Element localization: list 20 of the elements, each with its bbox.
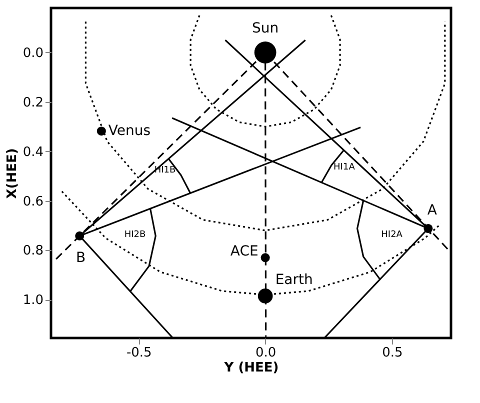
y-tick-label: 0.6 (22, 194, 44, 210)
y-tick-label: 0.8 (22, 244, 44, 259)
y-tick-label: 1.0 (22, 293, 44, 308)
annotation: HI1A (334, 162, 356, 172)
series-label: ACE (230, 244, 258, 260)
series-label: Venus (108, 123, 151, 140)
x-tick-label: 0.0 (255, 346, 276, 360)
series-label: Earth (275, 272, 313, 288)
y-tick-label: 0.2 (22, 95, 44, 110)
y-tick-label: 0.4 (22, 144, 44, 160)
y-tick-label: 0.0 (22, 46, 44, 61)
x-tick-label: 0.5 (382, 346, 403, 360)
series-label: Sun (252, 20, 279, 36)
y-axis-title: X(HEE) (4, 148, 20, 199)
x-axis-title: Y (HEE) (223, 360, 279, 376)
annotation: HI2A (381, 230, 404, 240)
series-label: A (427, 202, 438, 218)
series-label: B (76, 250, 86, 266)
x-tick-label: -0.5 (126, 346, 152, 360)
annotation: HI2B (124, 230, 146, 240)
